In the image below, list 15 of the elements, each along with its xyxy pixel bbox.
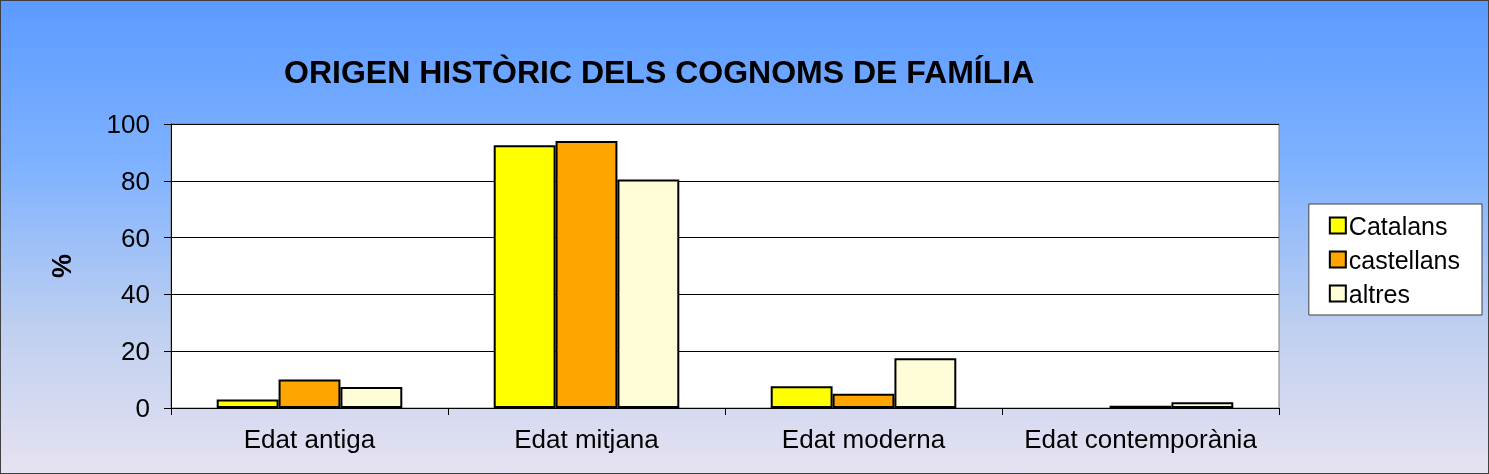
chart-title: ORIGEN HISTÒRIC DELS COGNOMS DE FAMÍLIA <box>284 54 1035 90</box>
y-tick-label: 100 <box>106 109 150 139</box>
y-tick-label: 60 <box>121 222 150 253</box>
y-tick-label: 0 <box>135 393 150 423</box>
y-tick-label: 40 <box>121 279 150 310</box>
x-tick-label: Edat mitjana <box>514 424 660 454</box>
y-axis-title: % <box>46 253 77 279</box>
y-tick-label: 20 <box>121 336 150 367</box>
legend-label: altres <box>1348 279 1410 308</box>
y-tick-label: 80 <box>121 165 150 196</box>
x-tick-label: Edat moderna <box>781 424 946 454</box>
legend-label: Catalans <box>1348 211 1448 240</box>
x-tick-label: Edat antiga <box>243 424 376 454</box>
legend-label: castellans <box>1348 245 1460 274</box>
x-tick-label: Edat contemporània <box>1024 424 1258 454</box>
